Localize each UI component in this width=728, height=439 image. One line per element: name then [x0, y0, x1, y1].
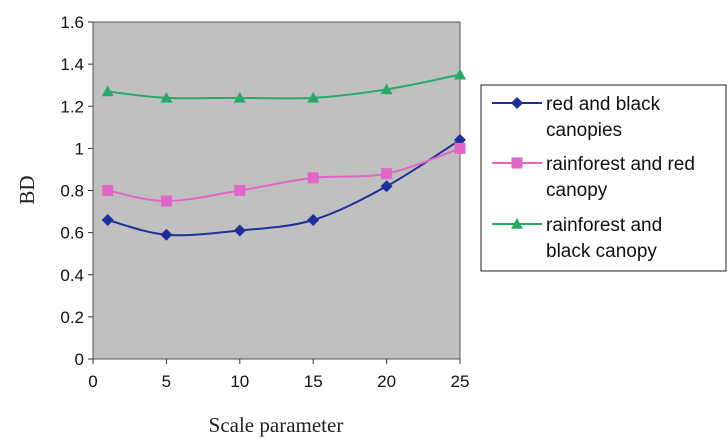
- series-layer: [101, 68, 466, 241]
- data-point-marker: [380, 180, 393, 193]
- data-point-marker: [160, 228, 173, 241]
- data-point-marker: [101, 85, 114, 97]
- y-tick-label: 0: [75, 350, 84, 369]
- x-tick-label: 0: [88, 372, 97, 391]
- legend-entry-3: rainforest and black canopy: [492, 215, 662, 262]
- y-tick-label: 1.4: [60, 55, 84, 74]
- x-tick-label: 10: [230, 372, 249, 391]
- legend-entry-2: rainforest and red canopy: [492, 154, 695, 201]
- data-point-marker: [380, 83, 393, 95]
- legend: red and black canopies rainforest and red c…: [480, 84, 727, 272]
- legend-marker: [511, 97, 523, 109]
- y-tick-label: 0.6: [60, 224, 84, 243]
- x-tick-label: 20: [377, 372, 396, 391]
- legend-label-line: canopy: [546, 180, 608, 201]
- x-tick-label: 25: [451, 372, 470, 391]
- x-tick-label: 15: [304, 372, 323, 391]
- y-tick-label: 1: [75, 139, 84, 158]
- legend-label-line: rainforest and red: [546, 154, 695, 175]
- x-axis-title: Scale parameter: [209, 413, 344, 437]
- data-point-marker: [233, 91, 246, 103]
- legend-label-line: rainforest and: [546, 215, 662, 236]
- data-point-marker: [102, 185, 114, 196]
- legend-marker: [511, 157, 523, 169]
- data-point-marker: [234, 185, 246, 196]
- data-point-marker: [160, 91, 173, 103]
- legend-box: [480, 84, 727, 272]
- y-tick-label: 0.8: [60, 182, 84, 201]
- y-tick-label: 1.2: [60, 97, 84, 116]
- y-axis-ticks: 0 0.2 0.4 0.6 0.8 1 1.2 1.4 1.6: [60, 13, 93, 369]
- y-tick-label: 1.6: [60, 13, 84, 32]
- legend-label-line: canopies: [546, 120, 622, 141]
- series-1: [101, 133, 466, 241]
- legend-label-line: red and black: [546, 94, 661, 115]
- data-point-marker: [307, 172, 319, 184]
- data-point-marker: [307, 213, 320, 226]
- y-tick-label: 0.2: [60, 308, 84, 327]
- data-point-marker: [454, 142, 466, 154]
- series-2: [102, 142, 466, 207]
- data-point-marker: [454, 68, 466, 80]
- legend-label-line: black canopy: [546, 241, 657, 262]
- data-point-marker: [101, 213, 114, 226]
- series-3: [101, 68, 466, 103]
- x-tick-label: 5: [162, 372, 171, 391]
- data-point-marker: [160, 195, 172, 207]
- plot-area: [92, 21, 461, 360]
- data-point-marker: [381, 168, 393, 180]
- legend-entry-1: red and black canopies: [492, 94, 661, 141]
- x-axis-ticks: 0 5 10 15 20 25: [88, 359, 469, 391]
- data-point-marker: [307, 91, 320, 103]
- y-tick-label: 0.4: [60, 266, 84, 285]
- data-point-marker: [233, 224, 246, 237]
- legend-marker: [511, 218, 523, 229]
- y-axis-title: BD: [15, 175, 39, 204]
